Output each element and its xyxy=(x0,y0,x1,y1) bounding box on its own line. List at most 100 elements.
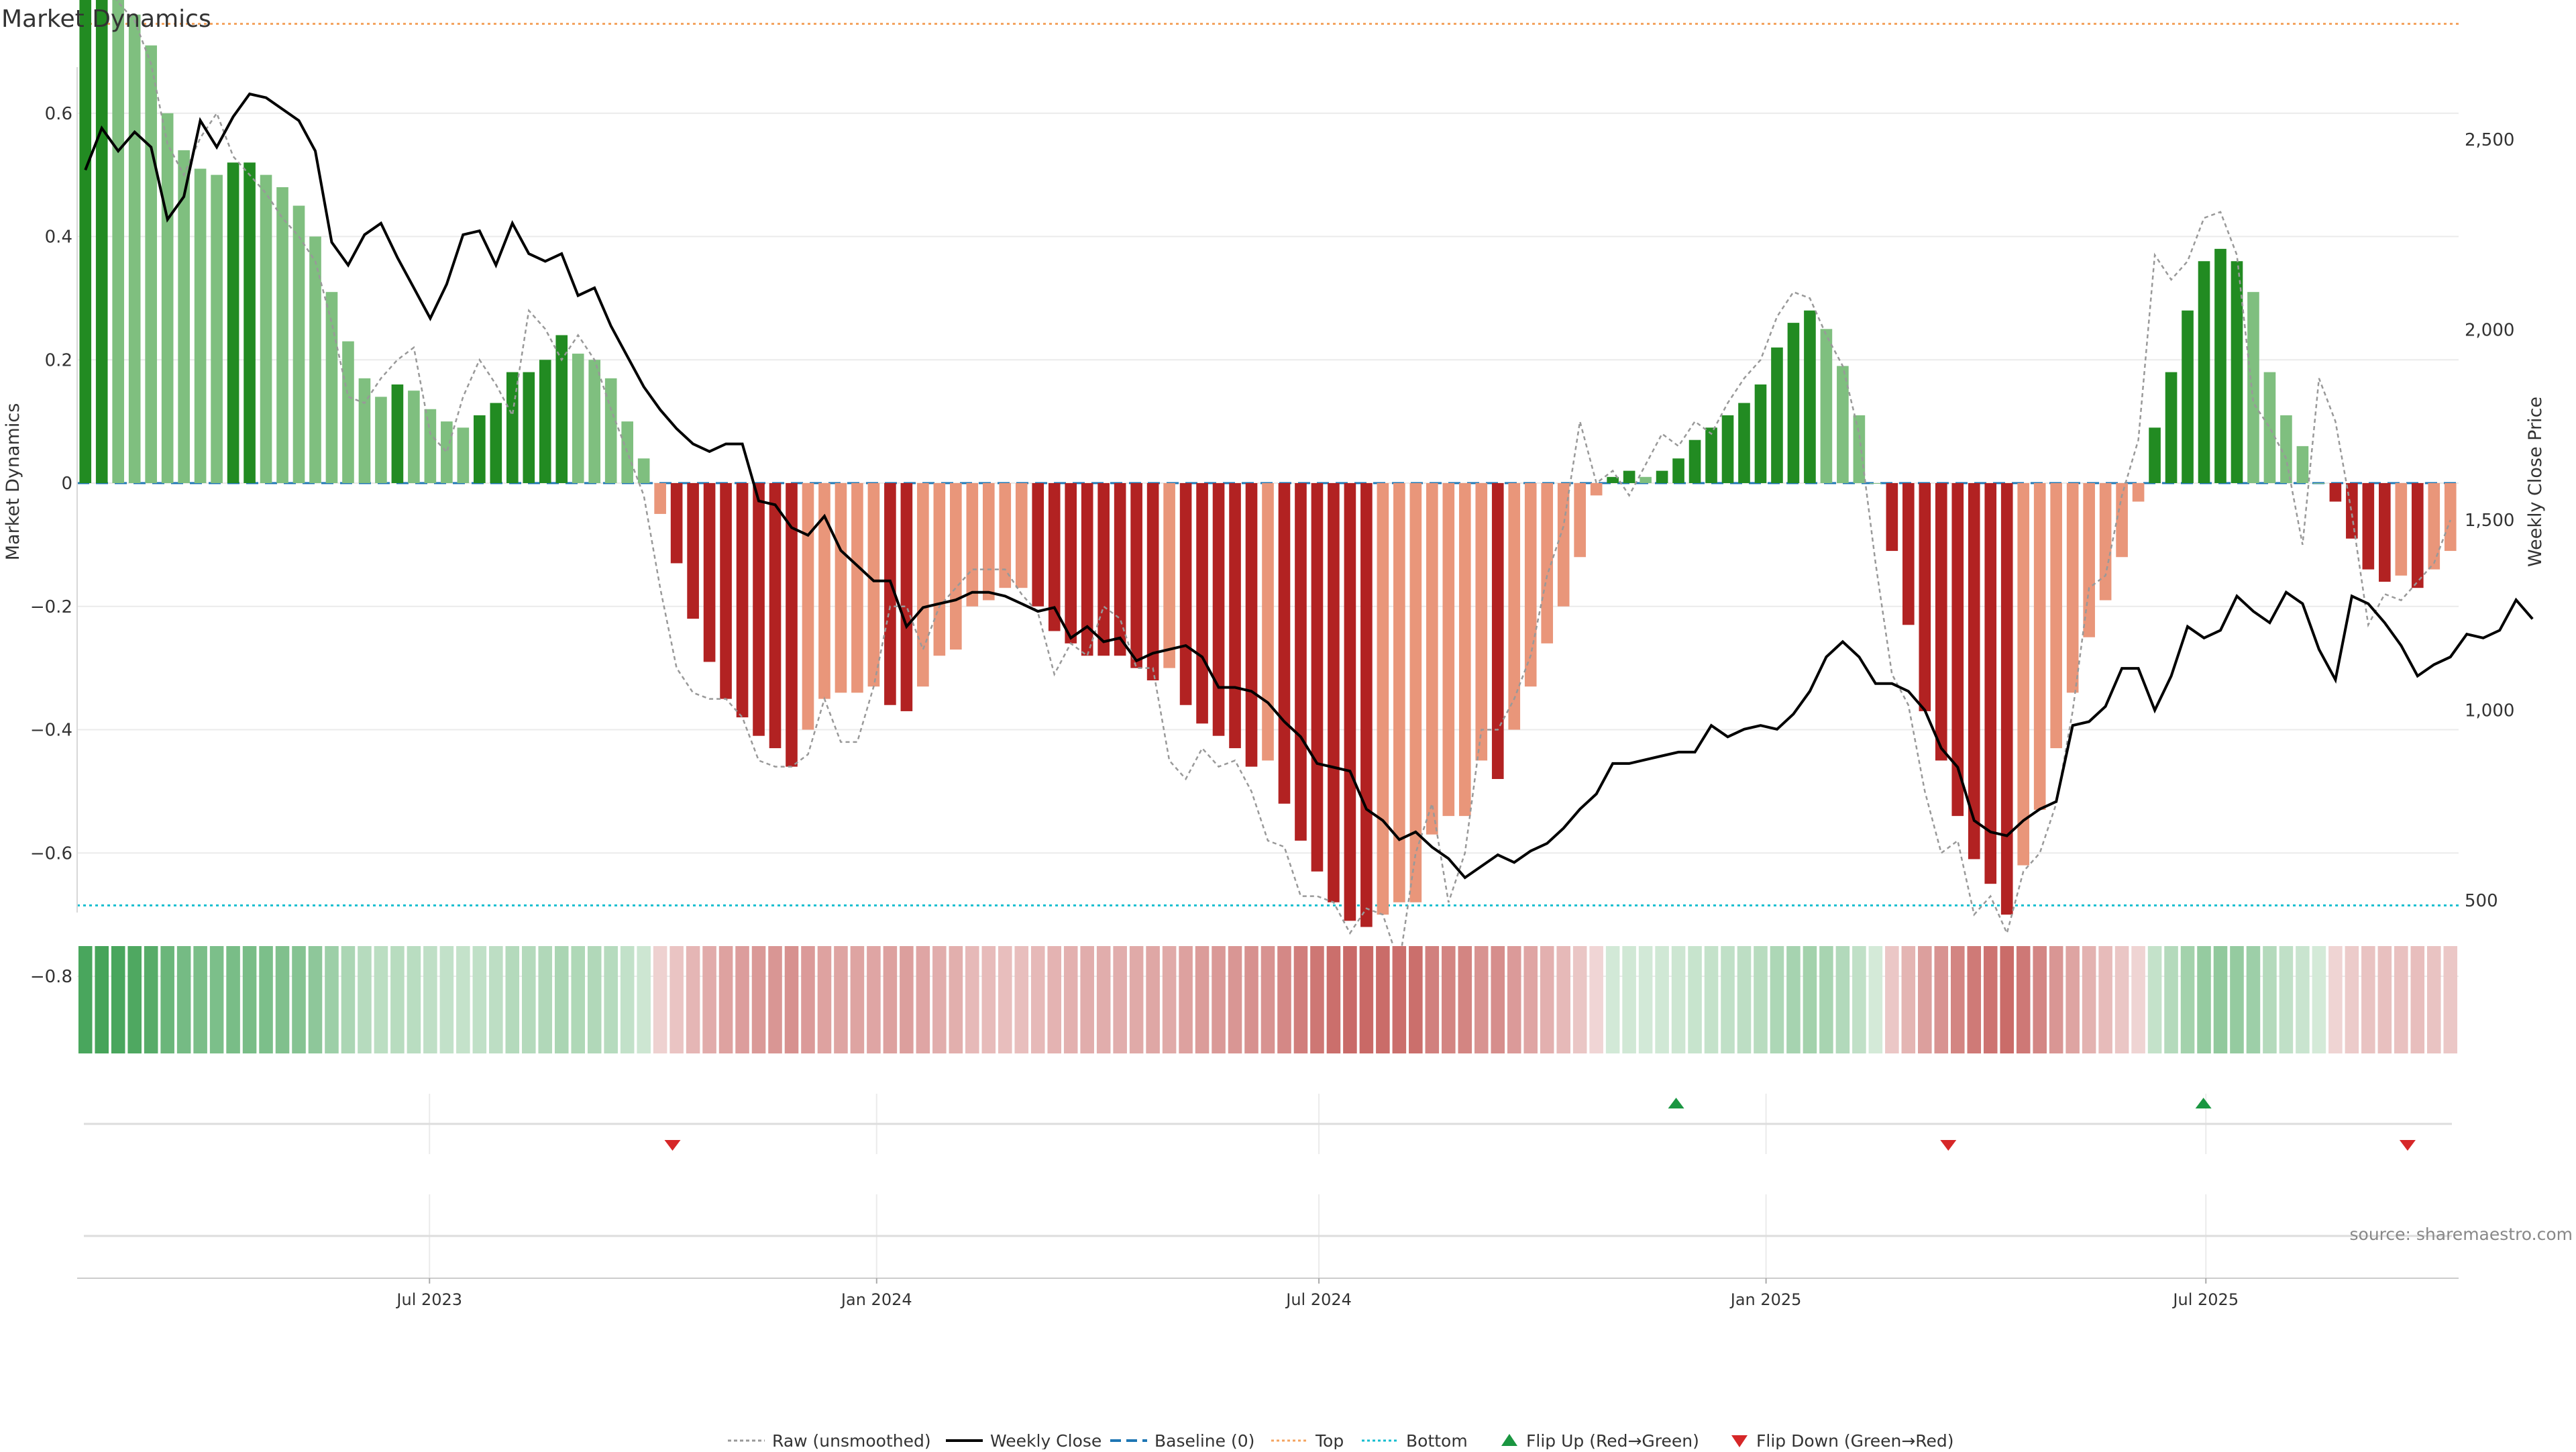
md-bar xyxy=(2149,427,2161,483)
md-bar xyxy=(2280,415,2292,483)
heat-cell xyxy=(867,946,881,1053)
heat-cell xyxy=(472,946,487,1053)
md-bar xyxy=(1672,458,1684,483)
heat-cell xyxy=(718,946,733,1053)
md-bar xyxy=(851,483,863,693)
heat-cell xyxy=(883,946,898,1053)
heat-cell xyxy=(111,946,125,1053)
md-bar xyxy=(112,0,125,483)
md-bar xyxy=(1837,366,1849,483)
right-tick-label: 1,500 xyxy=(2465,511,2514,531)
heat-cell xyxy=(1918,946,1932,1053)
heat-cell xyxy=(587,946,602,1053)
md-bar xyxy=(982,483,995,601)
md-bar xyxy=(1623,470,1635,483)
md-bar xyxy=(867,483,880,687)
left-tick-label: −0.2 xyxy=(30,597,72,617)
heat-cell xyxy=(1376,946,1390,1053)
weekly-close-line xyxy=(84,92,2534,880)
legend-item: Baseline (0) xyxy=(1110,1431,1254,1451)
md-bar xyxy=(2313,483,2325,484)
md-bar xyxy=(2444,483,2457,552)
md-bar xyxy=(441,421,453,483)
md-bar xyxy=(1968,483,1980,860)
legend: Raw (unsmoothed) Weekly Close Baseline (0)… xyxy=(728,1431,1954,1451)
md-bar xyxy=(2182,310,2194,483)
md-bar xyxy=(1754,384,1767,483)
md-bar xyxy=(1163,483,1175,668)
heat-cell xyxy=(95,946,109,1053)
heat-cell xyxy=(521,946,536,1053)
md-bar xyxy=(276,187,288,483)
heat-cell xyxy=(1474,946,1489,1053)
md-bar xyxy=(1229,483,1241,749)
heat-cell xyxy=(127,946,142,1053)
md-bar xyxy=(1311,483,1324,872)
heat-cell xyxy=(1343,946,1357,1053)
md-bar xyxy=(654,483,666,514)
heat-cell xyxy=(571,946,586,1053)
md-bar xyxy=(1804,310,1816,483)
heat-cell xyxy=(932,946,947,1053)
heat-cell xyxy=(1803,946,1817,1053)
heat-cell xyxy=(1589,946,1603,1053)
heat-cell xyxy=(1293,946,1308,1053)
heat-cell xyxy=(325,946,339,1053)
heat-cell xyxy=(1491,946,1505,1053)
y-axis-label-left: Market Dynamics xyxy=(3,403,23,561)
heat-cell xyxy=(1704,946,1719,1053)
bottom-empty-panel xyxy=(84,1194,2452,1278)
heat-cell xyxy=(2345,946,2359,1053)
heat-cell xyxy=(1737,946,1752,1053)
md-bar xyxy=(2214,248,2226,483)
md-bar xyxy=(753,483,765,736)
md-bar xyxy=(2231,261,2243,483)
heat-cell xyxy=(1359,946,1374,1053)
md-bar xyxy=(1541,483,1554,643)
heat-cell xyxy=(604,946,618,1053)
md-bar xyxy=(490,403,502,483)
heat-cell xyxy=(1819,946,1833,1053)
heat-cell xyxy=(669,946,684,1053)
md-bar xyxy=(670,483,683,564)
md-bar xyxy=(933,483,946,656)
heat-cell xyxy=(1605,946,1620,1053)
legend-flip-up-icon xyxy=(1501,1434,1517,1446)
heat-cell xyxy=(1655,946,1669,1053)
md-bar xyxy=(2379,483,2391,582)
heat-cell xyxy=(144,946,158,1053)
heat-cell xyxy=(1458,946,1472,1053)
heat-cell xyxy=(1260,946,1275,1053)
heat-cell xyxy=(1179,946,1193,1053)
heat-cell xyxy=(2263,946,2277,1053)
heat-cell xyxy=(1901,946,1916,1053)
legend-label: Baseline (0) xyxy=(1155,1431,1254,1449)
md-bar xyxy=(1721,415,1734,483)
heat-cell xyxy=(916,946,930,1053)
heat-cell xyxy=(620,946,635,1053)
md-bar xyxy=(1491,483,1504,779)
md-bar xyxy=(917,483,929,687)
heat-cell xyxy=(538,946,553,1053)
heat-cell xyxy=(1852,946,1866,1053)
legend-label: Flip Up (Red→Green) xyxy=(1526,1431,1699,1449)
md-bar xyxy=(539,360,551,483)
md-bar xyxy=(999,483,1012,588)
md-bar xyxy=(506,372,519,483)
heat-cell xyxy=(2180,946,2195,1053)
heat-cell xyxy=(801,946,815,1053)
md-bar xyxy=(2165,372,2178,483)
heat-cell xyxy=(2328,946,2343,1053)
legend-label: Bottom xyxy=(1406,1431,1468,1449)
heat-cell xyxy=(1572,946,1587,1053)
md-bar xyxy=(1705,427,1717,483)
legend-item: Weekly Close xyxy=(946,1431,1102,1451)
md-bar xyxy=(720,483,732,699)
heat-cell xyxy=(1835,946,1850,1053)
x-tick-label: Jul 2023 xyxy=(395,1290,462,1309)
heat-cell xyxy=(2230,946,2244,1053)
heat-cell xyxy=(2443,946,2458,1053)
left-tick-label: 0.8 xyxy=(45,0,72,1)
md-bar xyxy=(95,0,108,483)
